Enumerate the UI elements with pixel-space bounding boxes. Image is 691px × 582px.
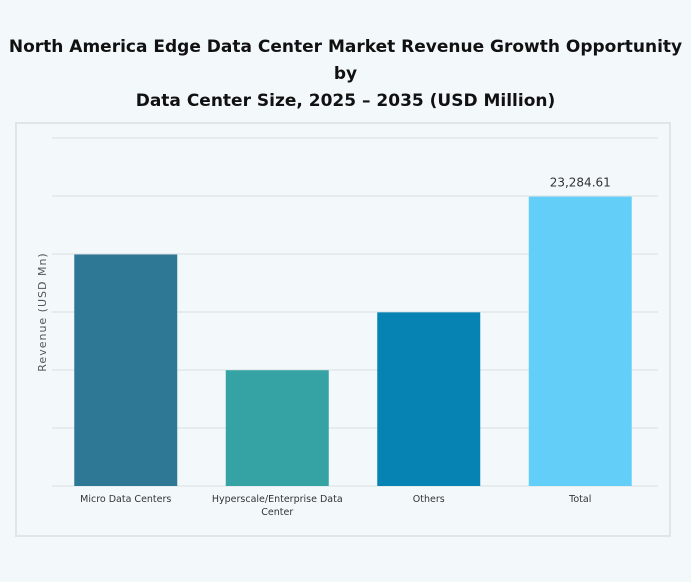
x-tick-label: Center [261,507,293,518]
chart-title: North America Edge Data Center Market Re… [0,34,691,115]
labels: Micro Data Centers Hyperscale/Enterprise … [80,176,611,518]
chart-title-line-1: North America Edge Data Center Market Re… [8,37,683,84]
chart-title-line-2: Data Center Size, 2025 – 2035 (USD Milli… [135,91,556,111]
bars [74,196,632,486]
bar-1 [225,370,329,486]
x-tick-label: Hyperscale/Enterprise Data [212,494,343,505]
x-tick-label: Others [413,494,445,505]
bar-3 [528,196,632,486]
bar-2 [377,312,481,486]
x-tick-label: Total [568,494,591,505]
y-axis-label: Revenue (USD Mn) [36,252,49,371]
bar-0 [74,254,178,486]
data-label: 23,284.61 [550,176,611,190]
x-tick-label: Micro Data Centers [80,494,171,505]
